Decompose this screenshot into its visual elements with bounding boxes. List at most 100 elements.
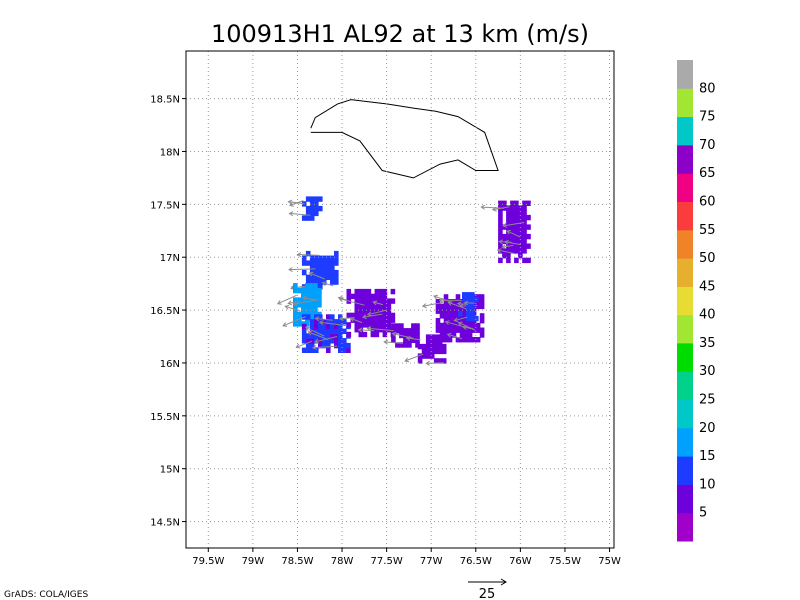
wind-cell bbox=[350, 317, 356, 323]
wind-cell bbox=[334, 250, 339, 257]
wind-cell bbox=[309, 306, 314, 313]
wind-cell bbox=[342, 342, 347, 349]
wind-cell bbox=[390, 317, 396, 323]
colorbar-swatch bbox=[677, 201, 693, 231]
wind-cell bbox=[514, 219, 519, 226]
wind-vector-head bbox=[491, 206, 497, 212]
wind-cell bbox=[514, 243, 519, 249]
wind-vector-head bbox=[276, 300, 282, 305]
wind-cell bbox=[378, 303, 384, 309]
wind-cell bbox=[334, 260, 339, 266]
wind-cell bbox=[522, 233, 527, 240]
wind-cell bbox=[378, 308, 384, 314]
wind-cell bbox=[506, 238, 511, 245]
wind-cell bbox=[407, 328, 412, 334]
wind-cell bbox=[510, 214, 515, 221]
wind-cell bbox=[370, 317, 376, 323]
wind-cell bbox=[317, 292, 322, 298]
wind-cell bbox=[439, 337, 445, 343]
wind-cell bbox=[390, 298, 396, 304]
wind-vector-head bbox=[301, 295, 307, 301]
wind-vector bbox=[492, 206, 510, 211]
wind-cell bbox=[399, 323, 404, 329]
wind-cell bbox=[475, 337, 481, 343]
wind-cell bbox=[425, 343, 431, 350]
wind-cell bbox=[309, 311, 314, 318]
wind-cell bbox=[322, 269, 327, 276]
wind-cell bbox=[318, 328, 323, 334]
wind-cell bbox=[309, 255, 315, 261]
wind-cell bbox=[334, 328, 339, 334]
wind-vector bbox=[406, 337, 421, 341]
wind-cell bbox=[322, 333, 327, 339]
wind-cell bbox=[358, 298, 364, 304]
wind-cell bbox=[305, 215, 311, 221]
wind-cell bbox=[429, 353, 435, 359]
wind-cell bbox=[506, 253, 511, 259]
wind-vector-head bbox=[287, 300, 293, 306]
wind-cell bbox=[390, 288, 396, 295]
wind-cell bbox=[314, 196, 319, 202]
wind-cell bbox=[293, 287, 298, 294]
wind-vector-head bbox=[296, 252, 302, 258]
wind-cell bbox=[309, 196, 315, 202]
wind-cell bbox=[305, 196, 311, 202]
colorbar-swatch bbox=[677, 314, 693, 344]
wind-cell bbox=[309, 338, 315, 344]
wind-cell bbox=[378, 298, 384, 304]
wind-cell bbox=[326, 274, 331, 280]
wind-vector bbox=[447, 333, 463, 340]
wind-cell bbox=[447, 303, 453, 310]
wind-cell bbox=[309, 347, 315, 353]
wind-cell bbox=[443, 313, 449, 319]
wind-cell bbox=[309, 274, 315, 280]
wind-vector bbox=[502, 244, 514, 248]
wind-cell bbox=[459, 327, 465, 333]
wind-vector bbox=[277, 294, 297, 305]
wind-cell bbox=[506, 257, 511, 264]
wind-cell bbox=[362, 322, 368, 328]
wind-cell bbox=[342, 347, 347, 353]
wind-cell bbox=[314, 201, 319, 207]
wind-cell bbox=[425, 348, 431, 355]
wind-vector bbox=[297, 254, 320, 256]
wind-cell bbox=[479, 318, 485, 324]
wind-vector-head bbox=[321, 281, 327, 287]
wind-vector-head bbox=[338, 316, 344, 322]
wind-cell bbox=[330, 333, 335, 339]
wind-cell bbox=[313, 287, 318, 294]
x-tick-label: 79.5W bbox=[192, 556, 224, 567]
wind-cell bbox=[305, 347, 311, 353]
wind-cell bbox=[301, 333, 307, 339]
wind-cell bbox=[466, 301, 471, 307]
wind-cell bbox=[305, 302, 310, 308]
wind-cell bbox=[518, 238, 523, 245]
colorbar-swatch bbox=[677, 258, 693, 287]
wind-cell bbox=[382, 298, 388, 304]
wind-cell bbox=[506, 248, 511, 254]
wind-cell bbox=[502, 200, 507, 206]
wind-cell bbox=[318, 333, 323, 339]
colorbar-swatch bbox=[677, 116, 693, 146]
wind-cell bbox=[479, 303, 485, 310]
wind-cell bbox=[386, 303, 392, 309]
wind-cell bbox=[305, 333, 311, 339]
wind-vector bbox=[315, 317, 333, 321]
y-tick-label: 17N bbox=[160, 253, 180, 264]
wind-cell bbox=[441, 358, 447, 364]
colorbar-label: 25 bbox=[699, 393, 716, 408]
wind-cell bbox=[522, 210, 527, 216]
wind-cell bbox=[301, 306, 306, 313]
wind-vector-head bbox=[338, 297, 344, 302]
wind-cell bbox=[301, 347, 307, 353]
wind-cell bbox=[510, 233, 515, 240]
wind-cell bbox=[301, 215, 307, 221]
wind-cell bbox=[318, 205, 323, 212]
wind-cell bbox=[326, 255, 331, 261]
wind-cell bbox=[338, 314, 343, 320]
colorbar-label: 60 bbox=[699, 195, 716, 210]
wind-cell bbox=[514, 200, 519, 206]
wind-vector-head bbox=[295, 343, 301, 349]
wind-cell bbox=[470, 311, 475, 317]
wind-cell bbox=[366, 293, 372, 300]
